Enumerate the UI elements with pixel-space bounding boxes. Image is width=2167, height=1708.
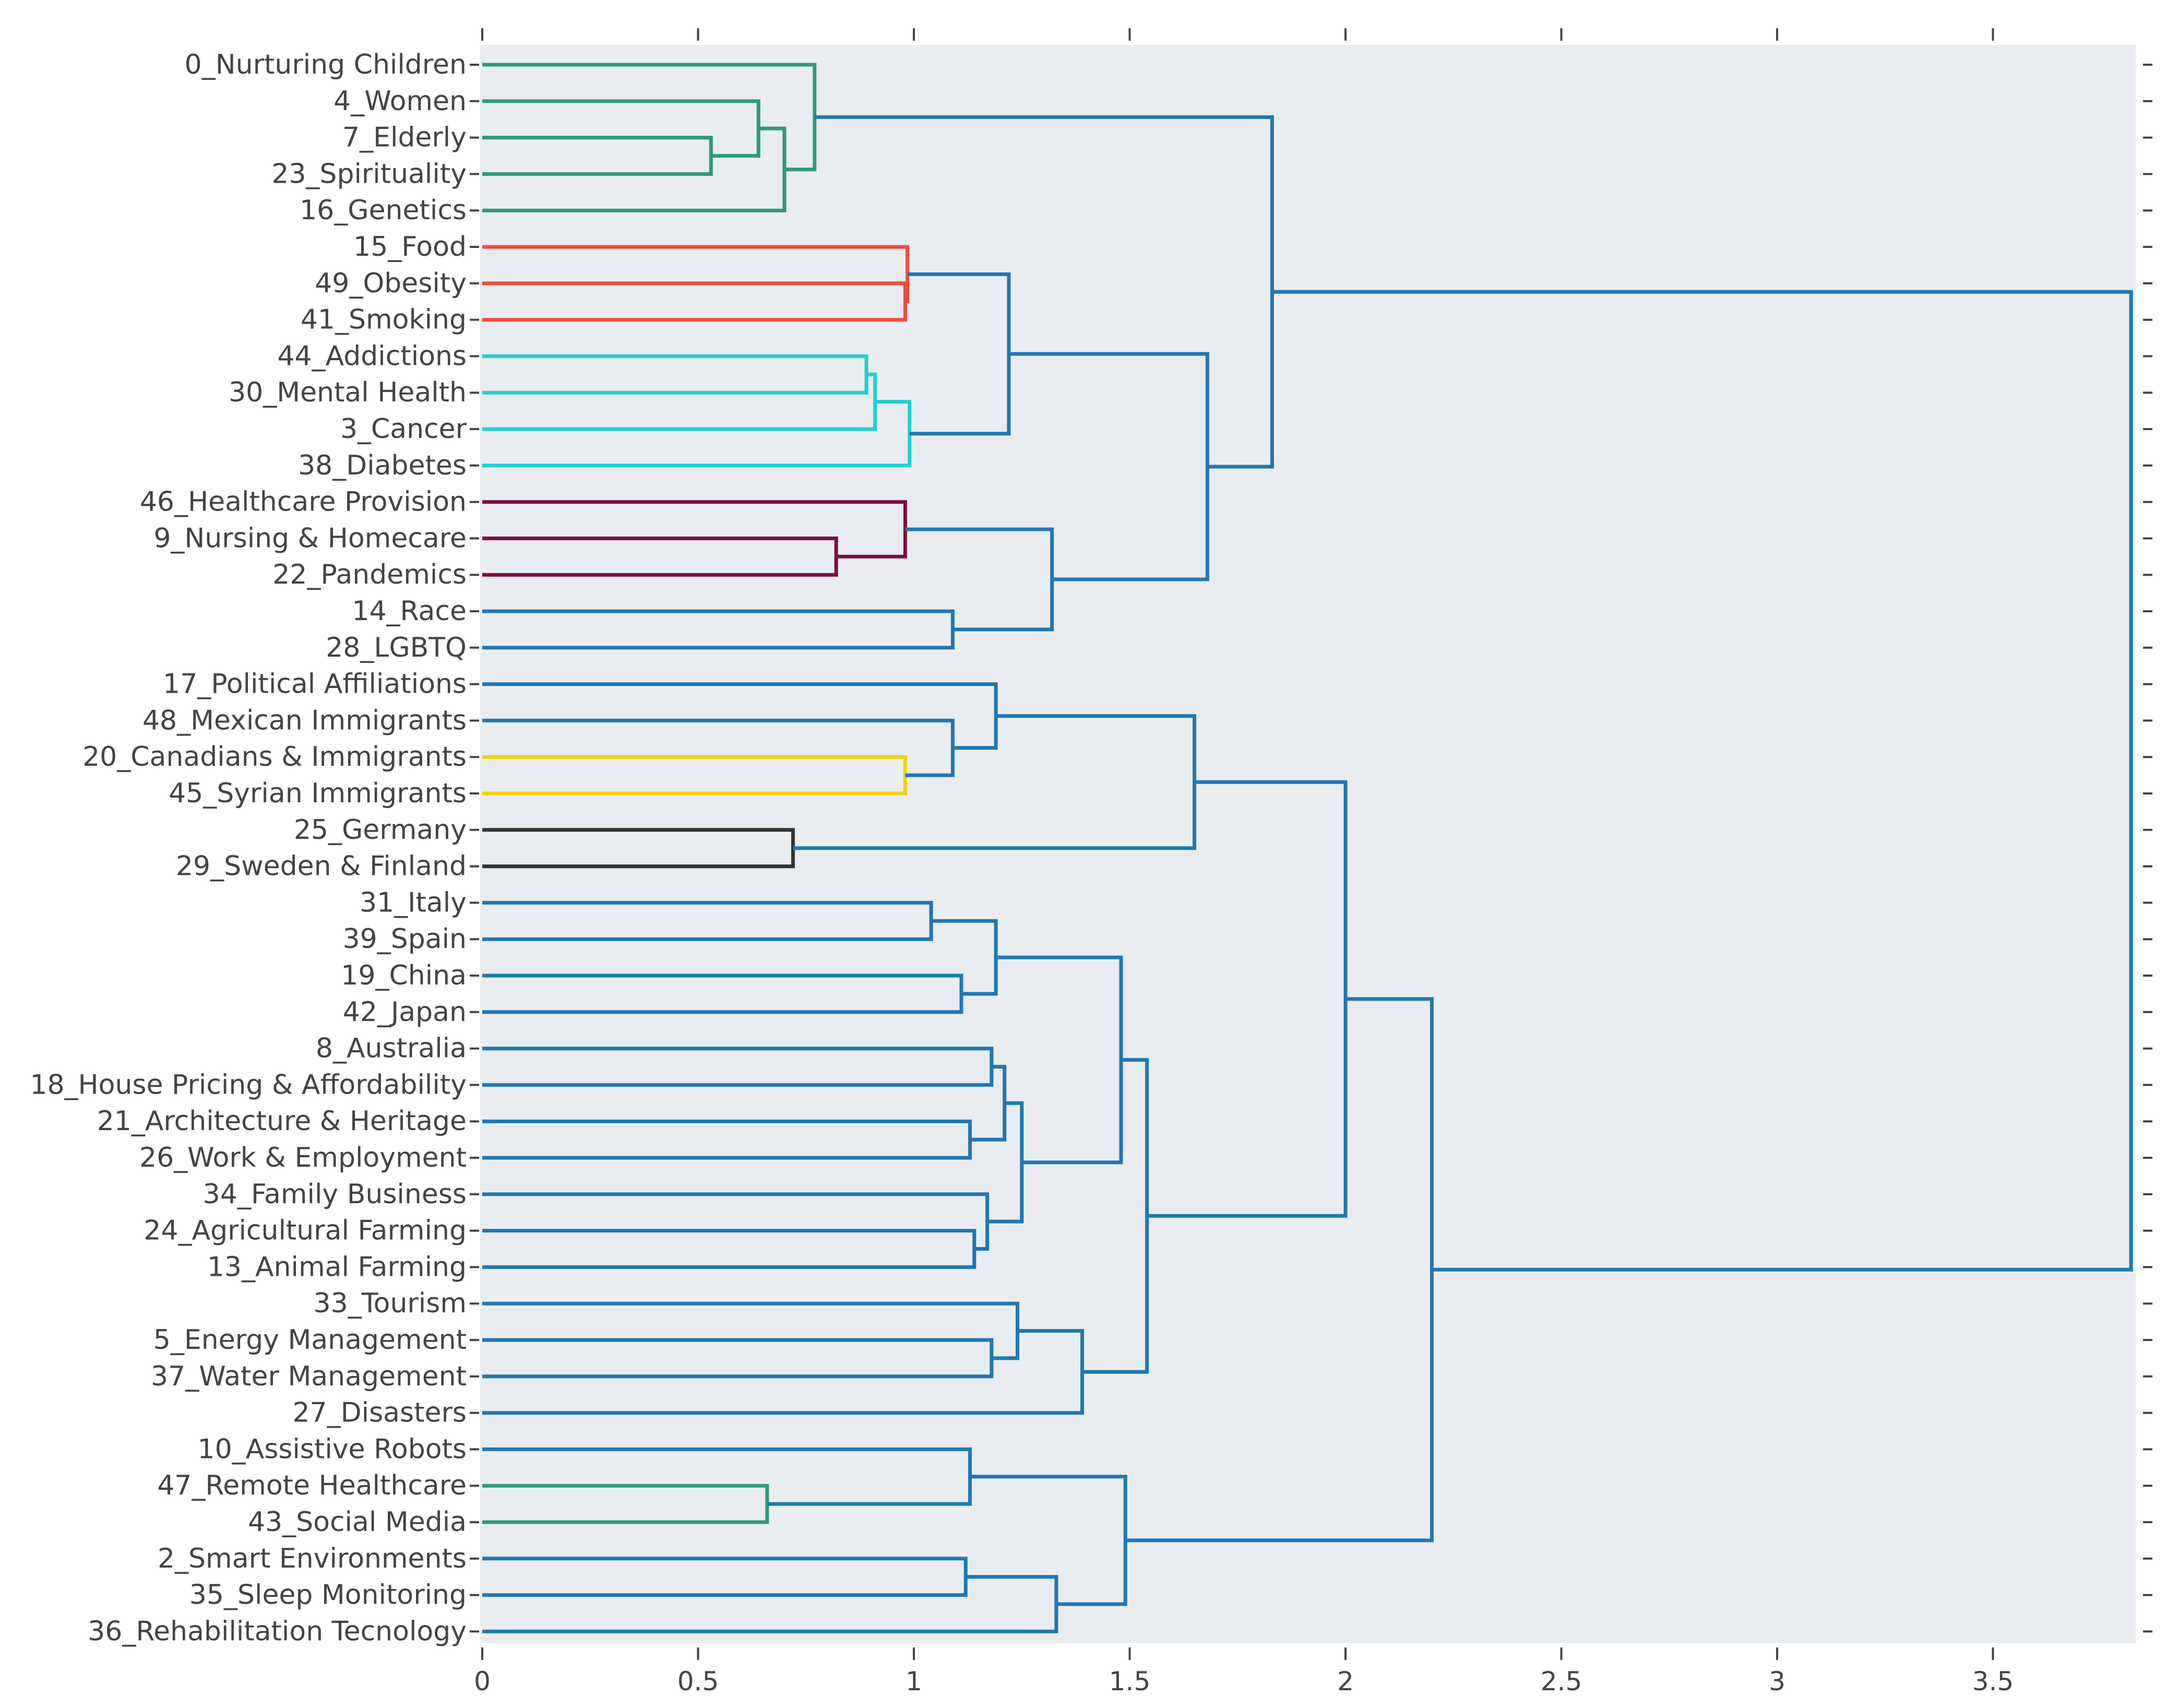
leaf-label-43: 36_Rehabilitation Tecnology: [88, 1616, 467, 1647]
leaf-label-17: 17_Political Affiliations: [163, 669, 467, 700]
link-m43: [1272, 290, 2133, 1272]
leaf-label-36: 37_Water Management: [151, 1361, 467, 1392]
leaf-label-9: 30_Mental Health: [229, 377, 467, 408]
leaf-label-10: 3_Cancer: [340, 413, 467, 445]
x-tick-label-5: 2.5: [1541, 1666, 1582, 1697]
leaf-label-0: 0_Nurturing Children: [185, 49, 467, 80]
leaf-label-25: 19_China: [341, 960, 467, 991]
x-tick-label-3: 1.5: [1109, 1666, 1151, 1697]
x-tick-label-2: 1: [906, 1666, 922, 1697]
x-tick-label-4: 2: [1337, 1666, 1354, 1697]
leaf-label-15: 14_Race: [352, 596, 467, 627]
leaf-label-26: 42_Japan: [343, 997, 467, 1028]
leaf-label-34: 33_Tourism: [314, 1288, 467, 1319]
leaf-label-33: 13_Animal Farming: [207, 1251, 467, 1283]
leaf-label-16: 28_LGBTQ: [326, 632, 467, 663]
leaf-label-24: 39_Spain: [343, 923, 467, 955]
link-m6: [482, 245, 910, 304]
leaf-label-42: 35_Sleep Monitoring: [189, 1580, 467, 1611]
leaf-label-2: 7_Elderly: [342, 122, 467, 153]
x-tick-label-1: 0.5: [677, 1666, 719, 1697]
leaf-label-18: 48_Mexican Immigrants: [142, 705, 467, 736]
leaf-label-5: 15_Food: [353, 231, 467, 263]
right-ticks: [470, 64, 2152, 1633]
x-tick-label-6: 3: [1769, 1666, 1785, 1697]
leaf-label-21: 25_Germany: [294, 814, 467, 846]
leaf-label-35: 5_Energy Management: [153, 1324, 467, 1356]
leaf-label-4: 16_Genetics: [300, 195, 467, 226]
leaf-labels: 0_Nurturing Children 4_Women 7_Elderly 23_S…: [30, 49, 467, 1647]
leaf-label-14: 22_Pandemics: [272, 559, 467, 590]
leaf-label-19: 20_Canadians & Immigrants: [82, 741, 467, 773]
leaf-label-29: 21_Architecture & Heritage: [97, 1106, 467, 1137]
x-tick-label-0: 0: [474, 1666, 491, 1697]
leaf-label-3: 23_Spirituality: [271, 158, 467, 189]
x-tick-label-7: 3.5: [1972, 1666, 2014, 1697]
leaf-label-27: 8_Australia: [316, 1033, 467, 1064]
leaf-label-38: 10_Assistive Robots: [197, 1433, 467, 1465]
leaf-label-30: 26_Work & Employment: [139, 1142, 467, 1173]
leaf-label-12: 46_Healthcare Provision: [140, 487, 467, 518]
leaf-label-37: 27_Disasters: [292, 1397, 467, 1429]
leaf-label-6: 49_Obesity: [315, 268, 467, 299]
leaf-label-31: 34_Family Business: [203, 1179, 467, 1210]
leaf-label-39: 47_Remote Healthcare: [157, 1470, 467, 1501]
leaf-label-7: 41_Smoking: [301, 304, 467, 336]
dendrogram-links: [482, 63, 2133, 1633]
leaf-label-28: 18_House Pricing & Affordability: [30, 1069, 467, 1100]
leaf-label-20: 45_Syrian Immigrants: [169, 778, 467, 809]
leaf-label-1: 4_Women: [334, 86, 467, 117]
leaf-label-13: 9_Nursing & Homecare: [153, 523, 467, 554]
leaf-label-32: 24_Agricultural Farming: [144, 1215, 467, 1247]
leaf-label-22: 29_Sweden & Finland: [176, 851, 467, 882]
leaf-label-23: 31_Italy: [360, 887, 467, 918]
leaf-label-40: 43_Social Media: [248, 1507, 467, 1538]
x-axis: 0 0.5 1 1.5 2 2.5 3 3.5: [474, 28, 2014, 1697]
leaf-label-41: 2_Smart Environments: [158, 1543, 467, 1574]
leaf-label-8: 44_Addictions: [277, 340, 467, 372]
leaf-label-11: 38_Diabetes: [298, 450, 467, 481]
